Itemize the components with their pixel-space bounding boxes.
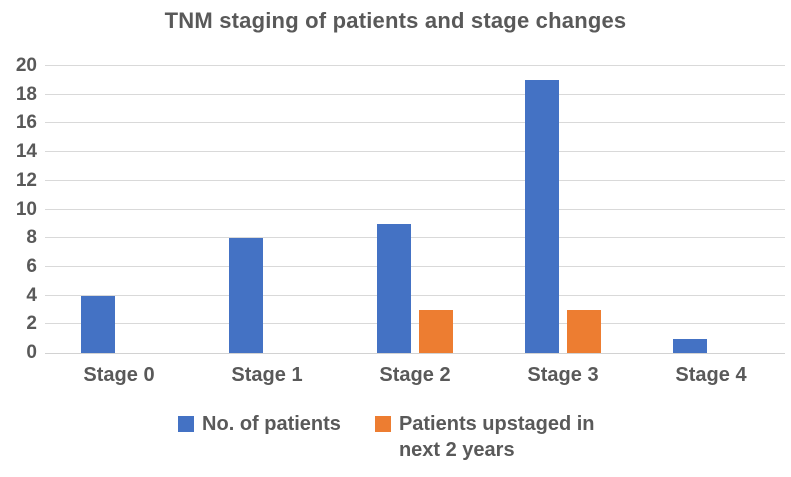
y-tick-label: 20	[15, 55, 37, 76]
x-axis-line	[45, 353, 785, 354]
y-tick-label: 14	[15, 141, 37, 163]
gridline	[45, 151, 785, 153]
gridline	[45, 294, 785, 296]
x-axis: Stage 0 Stage 1 Stage 2 Stage 3 Stage 4	[45, 364, 785, 390]
x-tick-label: Stage 4	[675, 364, 747, 386]
legend-marker	[178, 416, 195, 432]
gridline	[45, 265, 785, 267]
legend-label: No. of patients	[202, 413, 341, 435]
gridline	[45, 323, 785, 325]
y-tick-label: 2	[26, 313, 37, 335]
x-tick-label: Stage 2	[379, 364, 451, 386]
x-tick-label: Stage 1	[231, 364, 303, 386]
x-tick-label: Stage 3	[527, 364, 599, 386]
y-tick-label: 0	[26, 342, 37, 363]
bar-stage-0-series-0	[81, 295, 115, 353]
y-tick-label: 12	[15, 169, 37, 191]
gridline	[45, 65, 785, 66]
y-tick-label: 6	[26, 255, 37, 277]
bar-stage-4-series-0	[673, 338, 707, 353]
y-axis: 0 2 4 6 8 10 12 14 16 18 20	[0, 55, 37, 363]
y-tick-label: 4	[26, 284, 37, 306]
y-tick-label: 10	[15, 198, 37, 220]
bar-stage-2-series-0	[377, 223, 411, 353]
gridline	[45, 208, 785, 210]
x-tick-label: Stage 0	[83, 364, 155, 386]
gridline	[45, 237, 785, 239]
bar-stage-2-series-1	[419, 309, 453, 353]
gridline	[45, 179, 785, 181]
chart-title: TNM staging of patients and stage change…	[164, 8, 627, 33]
legend-item-0: No. of patients	[178, 411, 341, 437]
legend-marker	[374, 416, 391, 432]
bar-stage-1-series-0	[229, 238, 263, 353]
plot-area	[45, 65, 785, 354]
bar-stage-3-series-0	[525, 80, 559, 353]
legend-label: Patients upstaged in next 2 years	[398, 413, 595, 461]
gridline	[45, 93, 785, 95]
gridline	[45, 122, 785, 124]
bar-stage-3-series-1	[567, 309, 601, 353]
y-tick-label: 18	[15, 83, 37, 105]
y-tick-label: 8	[26, 227, 37, 249]
y-tick-label: 16	[15, 112, 37, 134]
legend: No. of patients Patients upstaged in next…	[0, 411, 791, 463]
legend-item-1: Patients upstaged in next 2 years	[374, 411, 613, 463]
